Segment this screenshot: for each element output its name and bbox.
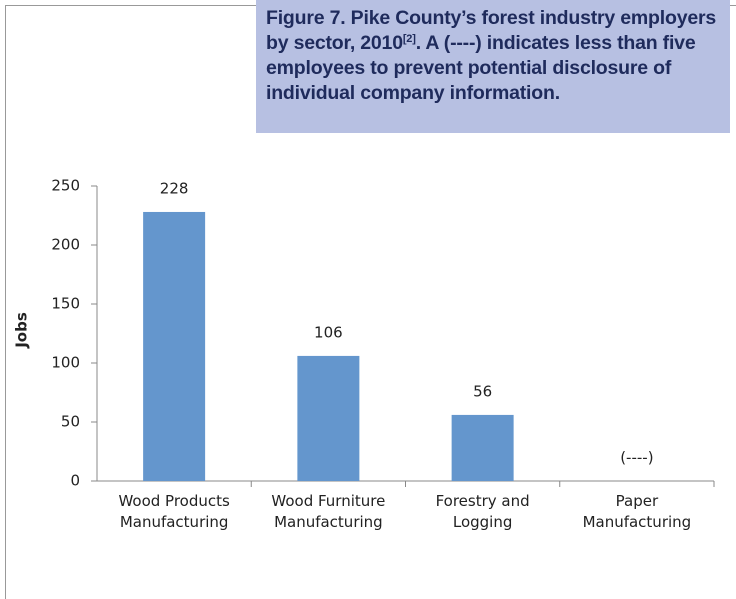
y-axis-label: Jobs xyxy=(13,312,31,349)
y-tick-label: 100 xyxy=(51,354,80,372)
value-label: 106 xyxy=(314,323,343,341)
x-tick-label: Wood Products Manufacturing xyxy=(118,492,230,531)
y-tick-label: 250 xyxy=(51,177,80,195)
y-tick-label: 200 xyxy=(51,236,80,254)
bar xyxy=(451,414,514,481)
value-label: (----) xyxy=(620,449,653,467)
title-text: Figure 7. Pike County’s forest industry … xyxy=(266,7,717,54)
y-tick-label: 150 xyxy=(51,295,80,313)
value-label: 228 xyxy=(160,179,189,197)
value-label: 56 xyxy=(473,382,492,400)
chart-title: Figure 7. Pike County’s forest industry … xyxy=(266,6,720,106)
title-superscript: [2] xyxy=(402,33,416,45)
y-tick-label: 50 xyxy=(61,413,80,431)
bar xyxy=(143,211,206,481)
x-tick-label: Paper Manufacturing xyxy=(582,492,692,531)
x-tick-label: Wood Furniture Manufacturing xyxy=(271,492,386,531)
y-tick-label: 0 xyxy=(70,472,80,490)
x-tick-label: Forestry and Logging xyxy=(435,492,530,531)
title-box: Figure 7. Pike County’s forest industry … xyxy=(256,0,730,133)
bar xyxy=(297,355,360,481)
title-text-continued: . A (----) indicates less than five empl… xyxy=(266,32,696,104)
